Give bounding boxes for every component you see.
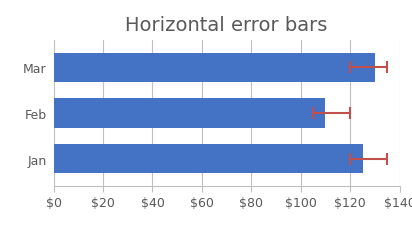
Text: Horizontal error bars: Horizontal error bars bbox=[125, 16, 328, 35]
Bar bbox=[54, 144, 363, 174]
Bar bbox=[54, 99, 325, 128]
Bar bbox=[54, 53, 375, 83]
